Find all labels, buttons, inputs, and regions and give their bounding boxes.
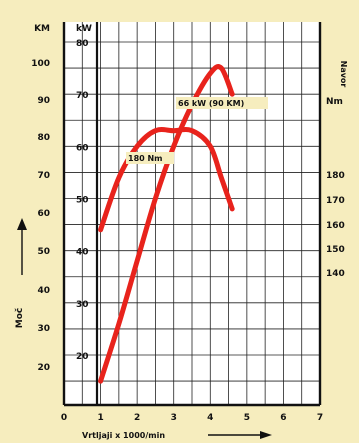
series-line-power bbox=[98, 64, 235, 384]
left-axis-title: Moč bbox=[14, 308, 25, 328]
kw-tick-label: 30 bbox=[76, 300, 89, 310]
km-tick-label: 70 bbox=[37, 171, 50, 181]
km-tick-label: 60 bbox=[37, 209, 50, 219]
annotation-torque-box bbox=[126, 152, 174, 164]
nm-tick-label: 170 bbox=[326, 196, 345, 206]
x-tick-label: 2 bbox=[134, 413, 140, 423]
annotation-torque: 180 Nm bbox=[128, 154, 163, 163]
km-tick-label: 90 bbox=[37, 96, 50, 106]
km-tick-label: 20 bbox=[37, 363, 50, 373]
kw-tick-label: 20 bbox=[76, 352, 89, 362]
km-tick-label: 80 bbox=[37, 133, 50, 143]
kw-tick-label: 50 bbox=[76, 196, 89, 206]
series-line-torque bbox=[98, 127, 235, 233]
nm-tick-label: 160 bbox=[326, 221, 345, 231]
km-unit-label: KM bbox=[34, 24, 50, 34]
axes bbox=[17, 22, 322, 439]
annotation-power: 66 kW (90 KM) bbox=[178, 99, 244, 108]
kw-tick-label: 70 bbox=[76, 91, 89, 101]
left-axis-arrow-head bbox=[17, 218, 27, 230]
x-tick-label: 7 bbox=[317, 413, 323, 423]
annotation-power-box bbox=[176, 97, 268, 109]
grid bbox=[63, 22, 321, 405]
x-axis-arrow-head bbox=[260, 431, 272, 439]
x-tick-label: 5 bbox=[244, 413, 250, 423]
nm-tick-label: 150 bbox=[326, 245, 345, 255]
km-tick-label: 30 bbox=[37, 324, 50, 334]
curves bbox=[98, 64, 235, 384]
nm-unit-label: Nm bbox=[326, 97, 343, 107]
x-tick-label: 6 bbox=[280, 413, 286, 423]
km-tick-label: 40 bbox=[37, 286, 50, 296]
x-tick-label: 3 bbox=[171, 413, 177, 423]
kw-unit-label: kW bbox=[76, 24, 92, 34]
kw-tick-label: 80 bbox=[76, 39, 89, 49]
km-tick-label: 100 bbox=[31, 59, 50, 69]
nm-tick-label: 140 bbox=[326, 269, 345, 279]
kw-tick-label: 40 bbox=[76, 248, 89, 258]
nm-tick-label: 180 bbox=[326, 171, 345, 181]
x-tick-label: 4 bbox=[207, 413, 213, 423]
labels: 2030405060708090100KM20304050607080kWMoč… bbox=[14, 24, 348, 440]
right-axis-title: Navor bbox=[339, 61, 348, 88]
x-tick-label: 0 bbox=[61, 413, 67, 423]
km-tick-label: 50 bbox=[37, 247, 50, 257]
x-tick-label: 1 bbox=[97, 413, 103, 423]
kw-tick-label: 60 bbox=[76, 143, 89, 153]
x-axis-title: Vrtljaji x 1000/min bbox=[82, 431, 165, 440]
